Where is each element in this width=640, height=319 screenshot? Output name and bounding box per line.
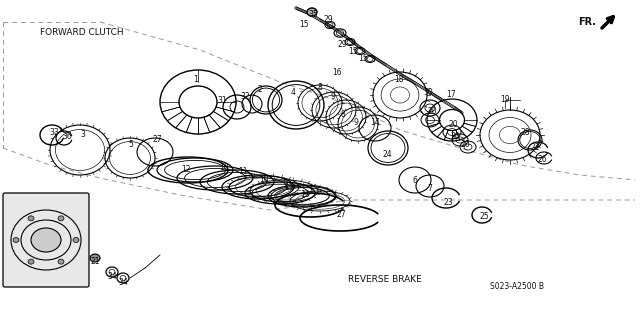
Text: 15: 15	[299, 20, 309, 29]
Text: FR.: FR.	[578, 17, 596, 27]
Text: 17: 17	[446, 90, 456, 99]
Text: 27: 27	[336, 210, 346, 219]
Text: 35: 35	[308, 10, 318, 19]
Text: 29: 29	[337, 40, 347, 49]
Text: 34: 34	[118, 278, 128, 287]
Ellipse shape	[179, 86, 217, 118]
Text: 20: 20	[448, 120, 458, 129]
Text: 26: 26	[537, 155, 547, 164]
Text: 27: 27	[152, 135, 162, 144]
Text: 7: 7	[428, 184, 433, 193]
Text: 8: 8	[317, 83, 323, 92]
Text: 9: 9	[331, 92, 335, 101]
Text: 5: 5	[129, 140, 133, 149]
Text: 3: 3	[81, 130, 85, 139]
Text: 14: 14	[370, 118, 380, 127]
Text: 13: 13	[300, 190, 310, 199]
Text: 30: 30	[423, 88, 433, 97]
Text: 22: 22	[531, 143, 540, 152]
Text: 6: 6	[413, 176, 417, 185]
Text: 4: 4	[291, 88, 296, 97]
Text: 32: 32	[240, 92, 250, 101]
Ellipse shape	[307, 8, 317, 16]
Ellipse shape	[28, 216, 34, 221]
Ellipse shape	[28, 259, 34, 264]
Ellipse shape	[13, 238, 19, 242]
Ellipse shape	[58, 216, 64, 221]
Text: 23: 23	[443, 198, 453, 207]
Text: 29: 29	[323, 15, 333, 24]
Text: REVERSE BRAKE: REVERSE BRAKE	[348, 275, 422, 284]
Text: 1: 1	[194, 75, 198, 84]
Ellipse shape	[390, 87, 410, 103]
Text: 16: 16	[332, 68, 342, 77]
Text: 12: 12	[181, 165, 191, 174]
Text: 11: 11	[238, 167, 248, 176]
Ellipse shape	[499, 126, 520, 144]
Text: 10: 10	[219, 163, 229, 172]
Text: 9: 9	[353, 118, 358, 127]
Text: 34: 34	[107, 272, 117, 281]
Ellipse shape	[440, 109, 465, 130]
Text: S023-A2500 B: S023-A2500 B	[490, 282, 544, 291]
Ellipse shape	[58, 259, 64, 264]
Text: 21: 21	[90, 257, 100, 266]
Text: 10: 10	[259, 175, 269, 184]
Ellipse shape	[31, 228, 61, 252]
FancyBboxPatch shape	[3, 193, 89, 287]
Text: 24: 24	[382, 150, 392, 159]
Text: 36: 36	[62, 132, 72, 141]
Text: 20: 20	[460, 140, 470, 149]
Text: 15: 15	[358, 54, 368, 63]
Text: 19: 19	[500, 95, 510, 104]
Text: 20: 20	[427, 107, 437, 116]
Text: 31: 31	[217, 96, 227, 105]
Text: 18: 18	[394, 75, 404, 84]
Text: 30: 30	[450, 132, 460, 141]
Text: 28: 28	[520, 128, 530, 137]
Text: 33: 33	[49, 128, 59, 137]
Text: 15: 15	[348, 47, 358, 56]
Ellipse shape	[73, 238, 79, 242]
Text: 2: 2	[258, 85, 262, 94]
Text: 8: 8	[340, 110, 346, 119]
Text: 25: 25	[479, 212, 489, 221]
Ellipse shape	[90, 254, 100, 262]
Text: 11: 11	[284, 183, 294, 192]
Text: FORWARD CLUTCH: FORWARD CLUTCH	[40, 28, 124, 37]
